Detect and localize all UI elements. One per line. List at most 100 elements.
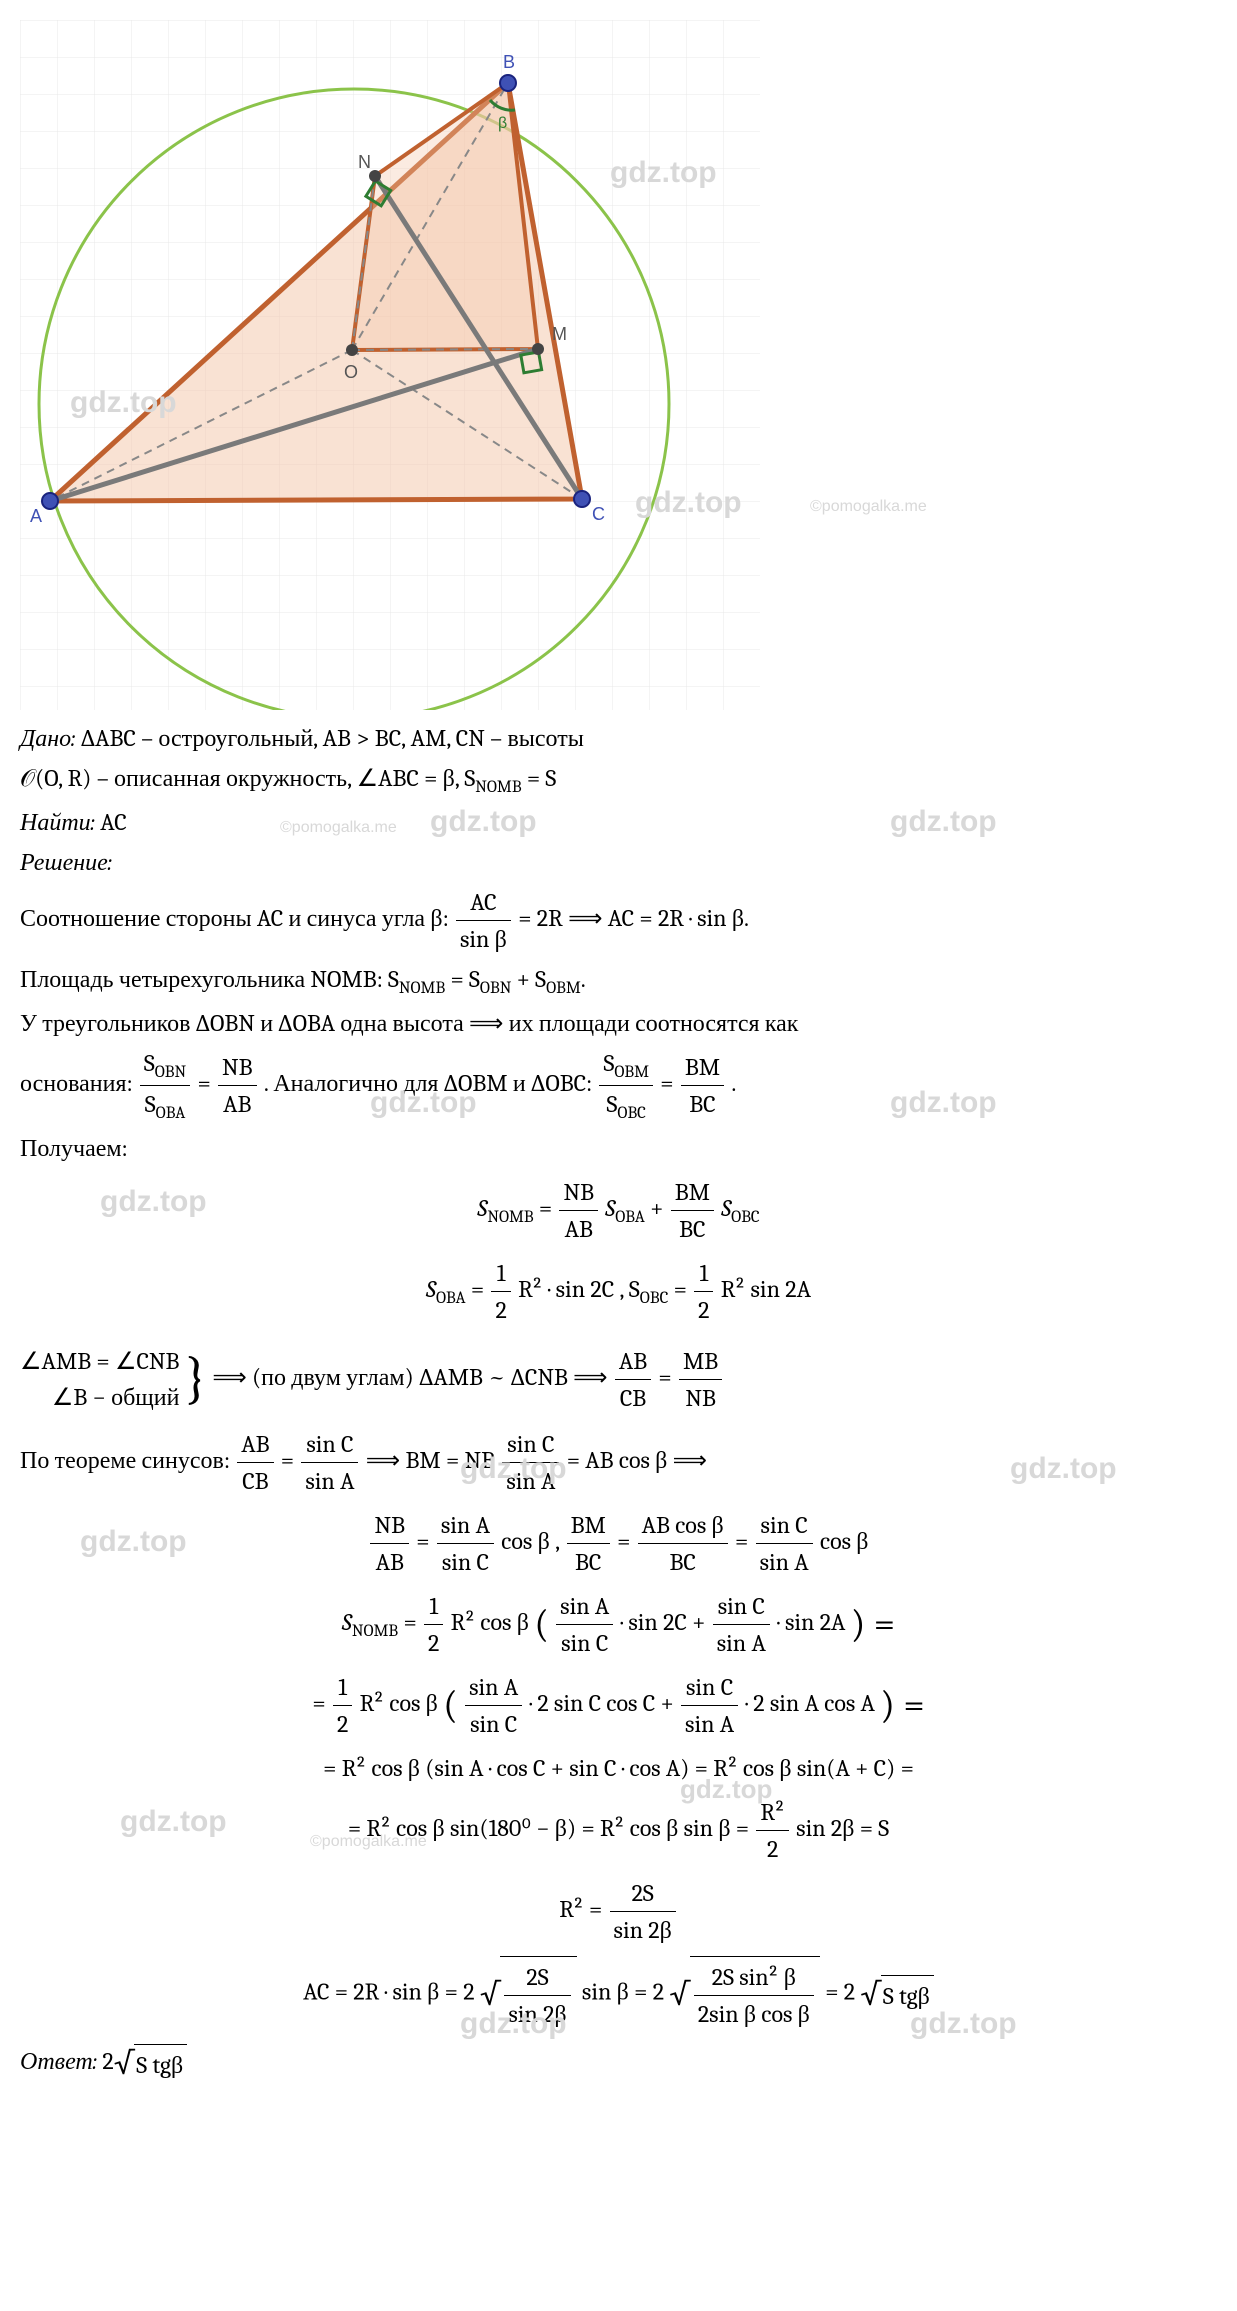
s4d: = <box>660 1069 679 1097</box>
paren-open: ( <box>534 1602 549 1647</box>
eq2: = <box>674 1275 693 1303</box>
brace-line: ∠AMB = ∠CNB ∠B − общий } ⟹ (по двум угла… <box>20 1336 1217 1422</box>
fd: 2sin β cos β <box>694 1996 814 2032</box>
eq: = <box>658 1363 677 1391</box>
watermark-gdz: gdz.top <box>100 1179 207 1224</box>
m2: · 2 sin A cos A <box>745 1689 875 1717</box>
fn: sin C <box>681 1669 738 1706</box>
fd: NB <box>679 1380 722 1416</box>
fd: 2 <box>333 1706 352 1742</box>
otvet-label: Ответ: <box>20 2047 97 2075</box>
fd: sin 2β <box>504 1996 570 2032</box>
sqrt-icon: √ <box>480 1971 501 2018</box>
eq3: = R² cos β (sin A · cos C + sin C · cos … <box>323 1754 914 1782</box>
m1: S <box>605 1194 615 1222</box>
solution-content: Дано: ∆ABC – остроугольный, AB > BC, AM,… <box>20 720 1217 2087</box>
eq: = <box>312 1689 331 1717</box>
impl2: = AB cos β ⟹ <box>567 1446 707 1474</box>
s2c: + S <box>511 965 546 993</box>
fd: sin A <box>756 1544 813 1580</box>
sub: OBA <box>615 1208 645 1227</box>
end: R² sin 2A <box>721 1275 811 1303</box>
dano-label: Дано: <box>20 724 76 752</box>
sub: OBC <box>731 1208 759 1227</box>
brace-2: ∠B − общий <box>52 1383 180 1411</box>
s4e: . <box>731 1069 736 1097</box>
sqrt-icon: √ <box>114 2040 135 2087</box>
svg-text:O: O <box>344 362 358 382</box>
eq: = <box>471 1275 490 1303</box>
fd: BC <box>638 1544 728 1580</box>
sub: NOMB <box>487 1208 533 1227</box>
fd: sin A <box>681 1706 738 1742</box>
big-eq-1: SNOMB = 12 R² cos β ( sin Asin C · sin 2… <box>20 1588 1217 1661</box>
lhs: S <box>477 1194 487 1222</box>
given-line-1: Дано: ∆ABC – остроугольный, AB > BC, AM,… <box>20 720 1217 756</box>
fd: sin A <box>502 1463 559 1499</box>
fd: SOBA <box>140 1086 190 1126</box>
eq-2: SOBA = 12 R² · sin 2C , SOBC = 12 R² sin… <box>20 1255 1217 1328</box>
sub: OBM <box>546 979 581 998</box>
fd: sin 2β <box>610 1912 676 1948</box>
watermark-pomogalka: ©pomogalka.me <box>810 495 927 519</box>
frac-den: sin β <box>456 921 511 957</box>
s2d: . <box>581 965 586 993</box>
fd: BC <box>671 1211 714 1247</box>
s2-text: Площадь четырехугольника NOMB: S <box>20 965 399 993</box>
fn: AB <box>615 1343 651 1380</box>
fd: sin A <box>301 1463 358 1499</box>
sqrt-icon: √ <box>860 1971 881 2018</box>
sin-a: По теореме синусов: <box>20 1446 235 1474</box>
eq: = <box>403 1608 422 1636</box>
fn: sin C <box>756 1507 813 1544</box>
impl1: ⟹ BM = NB <box>366 1446 501 1474</box>
m1: · sin 2C + <box>621 1608 711 1636</box>
a: AC = 2R · sin β = 2 <box>303 1978 480 2006</box>
fn: AB cos β <box>638 1507 728 1544</box>
sub: NOMB <box>399 979 445 998</box>
svg-text:β: β <box>498 115 507 132</box>
fn: sin A <box>465 1669 522 1706</box>
big-eq-2: = 12 R² cos β ( sin Asin C · 2 sin C cos… <box>20 1669 1217 1742</box>
s1-a: Соотношение стороны AC и синуса угла β: <box>20 904 454 932</box>
dano-text-2b: = S <box>522 764 557 792</box>
otvet-val: 2 <box>102 2047 113 2075</box>
a: = R² cos β sin(180⁰ − β) = R² cos β sin … <box>348 1814 755 1842</box>
mid: R² cos β <box>360 1689 444 1717</box>
sub: OBA <box>436 1289 466 1308</box>
given-line-2: 𝒪(O, R) – описанная окружность, ∠ABC = β… <box>20 760 1217 800</box>
solution-label: Решение: <box>20 844 1217 880</box>
sine-theorem-line: По теореме синусов: ABCB = sin Csin A ⟹ … <box>20 1426 1217 1499</box>
fd: CB <box>615 1380 651 1416</box>
step-3: У треугольников ∆OBN и ∆OBA одна высота … <box>20 1005 1217 1041</box>
lhs: R² = <box>559 1895 607 1923</box>
fn: NB <box>370 1507 409 1544</box>
sqrt-content: 2S sin² β2sin β cos β <box>690 1956 820 2032</box>
fd: sin C <box>437 1544 494 1580</box>
m2: S <box>721 1194 731 1222</box>
naiti-label: Найти: <box>20 808 95 836</box>
watermark-gdz: gdz.top <box>890 799 997 844</box>
fd: AB <box>218 1086 257 1122</box>
s1-b: = 2R ⟹ AC = 2R · sin β. <box>518 904 749 932</box>
b: sin β = 2 <box>582 1978 669 2006</box>
fn: NB <box>218 1049 257 1086</box>
fn: 1 <box>333 1669 352 1706</box>
brace-1: ∠AMB = ∠CNB <box>20 1347 179 1375</box>
fn: sin A <box>556 1588 613 1625</box>
cos2: cos β <box>820 1527 869 1555</box>
fd: 2 <box>424 1625 443 1661</box>
fn: sin C <box>502 1426 559 1463</box>
big-eq-4: gdz.top = R² cos β sin(180⁰ − β) = R² co… <box>20 1794 1217 1867</box>
find-line: Найти: AC ©pomogalka.me gdz.top gdz.top <box>20 804 1217 840</box>
sub: OBN <box>155 1063 186 1082</box>
fn: 2S <box>610 1875 676 1912</box>
mid: R² cos β <box>451 1608 535 1636</box>
fn: SOBM <box>599 1045 653 1086</box>
s4b: = <box>197 1069 216 1097</box>
fd: sin C <box>556 1625 613 1661</box>
fn: BM <box>567 1507 610 1544</box>
fn: 1 <box>694 1255 713 1292</box>
answer-line: Ответ: 2√S tgβ <box>20 2040 1217 2087</box>
dano-text-2a: 𝒪(O, R) – описанная окружность, ∠ABC = β… <box>20 764 475 792</box>
